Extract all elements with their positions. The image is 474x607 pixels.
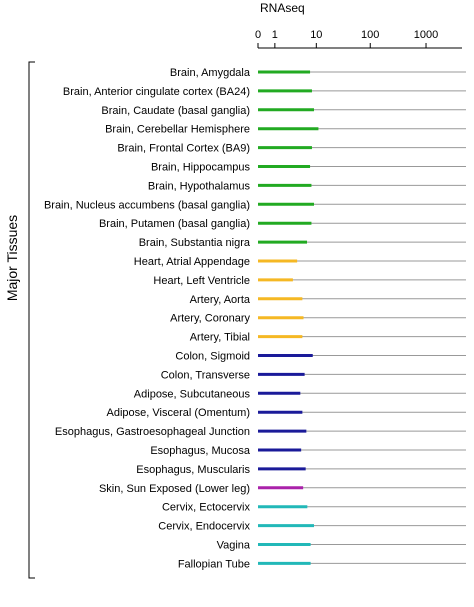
tissue-label: Brain, Hypothalamus	[148, 180, 251, 192]
tissue-label: Brain, Frontal Cortex (BA9)	[117, 143, 250, 155]
tissue-label: Heart, Left Ventricle	[153, 275, 250, 287]
tissue-label: Artery, Aorta	[190, 294, 251, 306]
x-tick-label: 1	[272, 29, 278, 41]
tissue-label: Brain, Hippocampus	[151, 162, 251, 174]
x-tick-label: 10	[310, 29, 322, 41]
x-tick-label: 1000	[414, 29, 438, 41]
x-tick-label: 0	[255, 29, 261, 41]
tissue-label: Skin, Sun Exposed (Lower leg)	[99, 483, 250, 495]
x-tick-label: 100	[361, 29, 379, 41]
group-bracket	[28, 61, 35, 579]
tissue-label: Brain, Substantia nigra	[139, 237, 251, 249]
tissue-label: Cervix, Endocervix	[158, 521, 250, 533]
tissue-label: Colon, Sigmoid	[175, 351, 250, 363]
tissue-label: Fallopian Tube	[178, 558, 250, 570]
tissue-label: Brain, Nucleus accumbens (basal ganglia)	[44, 199, 250, 211]
tissue-label: Brain, Amygdala	[170, 67, 251, 79]
tissue-label: Esophagus, Mucosa	[150, 445, 251, 457]
tissue-label: Brain, Putamen (basal ganglia)	[99, 218, 250, 230]
tissue-label: Artery, Tibial	[190, 332, 250, 344]
tissue-label: Brain, Cerebellar Hemisphere	[105, 124, 250, 136]
tissue-label: Cervix, Ectocervix	[162, 502, 251, 514]
tissue-label: Vagina	[217, 540, 251, 552]
y-axis-title: Major Tissues	[4, 215, 20, 301]
tissue-label: Adipose, Visceral (Omentum)	[107, 407, 250, 419]
tissue-label: Brain, Caudate (basal ganglia)	[101, 105, 250, 117]
tissue-label: Colon, Transverse	[161, 369, 250, 381]
tissue-rows: Brain, Amygdala Brain, Anterior cingulate…	[44, 67, 466, 570]
tissue-label: Esophagus, Muscularis	[136, 464, 250, 476]
tissue-label: Brain, Anterior cingulate cortex (BA24)	[63, 86, 250, 98]
x-axis-title: RNAseq	[260, 1, 305, 15]
tissue-label: Artery, Coronary	[170, 313, 250, 325]
tissue-label: Esophagus, Gastroesophageal Junction	[55, 426, 250, 438]
tissue-label: Heart, Atrial Appendage	[134, 256, 250, 268]
x-axis-ticks: 0 1 10 100 1000	[255, 29, 438, 48]
tissue-label: Adipose, Subcutaneous	[134, 388, 251, 400]
